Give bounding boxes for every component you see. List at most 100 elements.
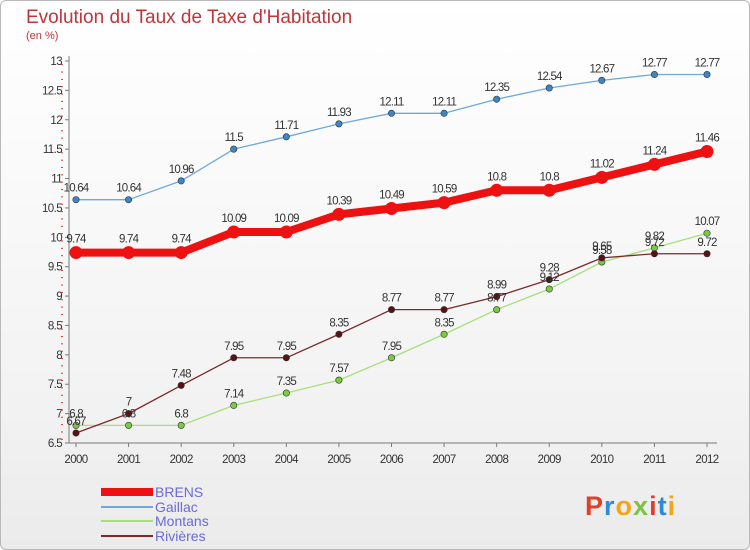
y-tick-label: 12: [50, 115, 62, 127]
y-tick-label: 11: [51, 174, 62, 186]
data-point-0: [595, 170, 609, 184]
legend-swatch-gaillac: [101, 505, 153, 508]
data-label-1: 11.5: [225, 132, 244, 144]
legend-item-gaillac: Gaillac: [101, 500, 209, 515]
data-label-1: 10.64: [116, 183, 142, 195]
data-label-0: 11.02: [590, 158, 614, 170]
data-label-2: 7.35: [277, 376, 297, 388]
y-tick-label: 8.5: [48, 320, 62, 332]
data-label-3: 9.72: [645, 237, 665, 249]
data-point-2: [440, 330, 448, 338]
data-point-0: [279, 225, 293, 239]
legend-label-brens: BRENS: [155, 484, 204, 501]
data-point-1: [282, 133, 290, 141]
logo-letter: P: [585, 491, 605, 521]
x-tick-label: 2012: [695, 454, 718, 466]
legend-label-rivieres: Rivières: [155, 527, 206, 544]
data-label-0: 11.24: [642, 145, 667, 157]
data-label-1: 12.67: [589, 63, 614, 75]
data-point-2: [125, 421, 133, 429]
data-label-3: 7.95: [277, 341, 297, 353]
data-point-0: [490, 183, 504, 197]
data-label-3: 6.67: [66, 416, 86, 428]
legend-item-montans: Montans: [101, 514, 209, 529]
data-point-1: [335, 120, 343, 128]
data-label-0: 10.09: [274, 213, 299, 225]
data-label-0: 10.49: [379, 190, 404, 202]
y-tick-label: 12.5: [42, 85, 62, 97]
data-point-2: [545, 285, 553, 293]
data-point-3: [282, 354, 290, 362]
x-tick-label: 2000: [64, 454, 87, 466]
logo-letter: t: [657, 491, 668, 521]
x-tick-label: 2009: [538, 454, 561, 466]
data-point-2: [230, 401, 238, 409]
data-label-0: 9.74: [172, 234, 193, 246]
data-label-2: 6.8: [69, 408, 83, 420]
data-label-3: 7.95: [224, 341, 244, 353]
legend-label-gaillac: Gaillac: [155, 498, 198, 515]
data-point-1: [387, 109, 395, 117]
x-tick-label: 2007: [432, 454, 455, 466]
data-label-1: 12.11: [432, 96, 456, 108]
data-label-3: 8.35: [329, 317, 349, 329]
data-point-0: [437, 196, 451, 210]
data-point-2: [177, 421, 185, 429]
data-point-0: [332, 207, 346, 221]
data-label-1: 10.96: [169, 164, 194, 176]
data-label-2: 8.77: [487, 293, 507, 305]
series-line-2: [75, 232, 708, 427]
data-point-0: [647, 157, 661, 171]
data-point-3: [230, 354, 238, 362]
x-tick-label: 2005: [327, 454, 350, 466]
y-tick-label: 13: [50, 56, 62, 68]
x-tick-label: 2010: [590, 454, 613, 466]
y-tick-label: 6.5: [48, 438, 62, 450]
data-label-1: 10.64: [64, 183, 90, 195]
y-tick-label: 10: [50, 232, 62, 244]
data-label-1: 12.54: [537, 71, 563, 83]
data-label-2: 9.58: [592, 245, 612, 257]
data-point-3: [335, 330, 343, 338]
data-label-3: 7: [126, 397, 132, 409]
data-label-2: 9.12: [540, 272, 560, 284]
legend-swatch-montans: [101, 520, 153, 523]
y-tick-label: 10.5: [42, 203, 62, 215]
data-label-1: 11.71: [274, 120, 298, 132]
data-label-1: 11.93: [327, 107, 351, 119]
data-point-0: [122, 246, 136, 260]
x-tick-label: 2001: [117, 454, 140, 466]
data-label-3: 9.65: [592, 241, 612, 253]
x-tick-label: 2002: [170, 454, 193, 466]
legend-item-rivieres: Rivières: [101, 529, 209, 544]
data-label-3: 9.72: [697, 237, 717, 249]
data-label-3: 8.77: [434, 293, 454, 305]
data-label-2: 7.14: [224, 388, 245, 400]
data-label-3: 8.99: [487, 280, 507, 292]
data-label-2: 7.57: [329, 363, 349, 375]
data-point-2: [72, 421, 80, 429]
data-label-0: 10.59: [432, 184, 457, 196]
data-point-2: [282, 389, 290, 397]
data-point-3: [177, 381, 185, 389]
data-label-1: 12.11: [380, 96, 404, 108]
y-tick-label: 9.5: [48, 262, 62, 274]
proxiti-logo: Proxiti: [585, 491, 676, 522]
x-tick-label: 2011: [643, 454, 666, 466]
data-point-3: [125, 410, 133, 418]
legend-swatch-brens: [101, 488, 153, 497]
logo-letter: i: [667, 491, 677, 521]
data-label-0: 10.8: [540, 171, 560, 183]
data-label-0: 10.8: [487, 171, 507, 183]
data-point-3: [387, 306, 395, 314]
data-point-1: [545, 84, 553, 92]
x-tick-label: 2003: [222, 454, 245, 466]
y-tick-label: 7: [56, 409, 62, 421]
data-label-0: 9.74: [119, 234, 140, 246]
data-label-0: 10.09: [221, 213, 246, 225]
data-label-1: 12.77: [695, 58, 720, 70]
data-point-1: [72, 196, 80, 204]
data-point-3: [703, 250, 711, 258]
